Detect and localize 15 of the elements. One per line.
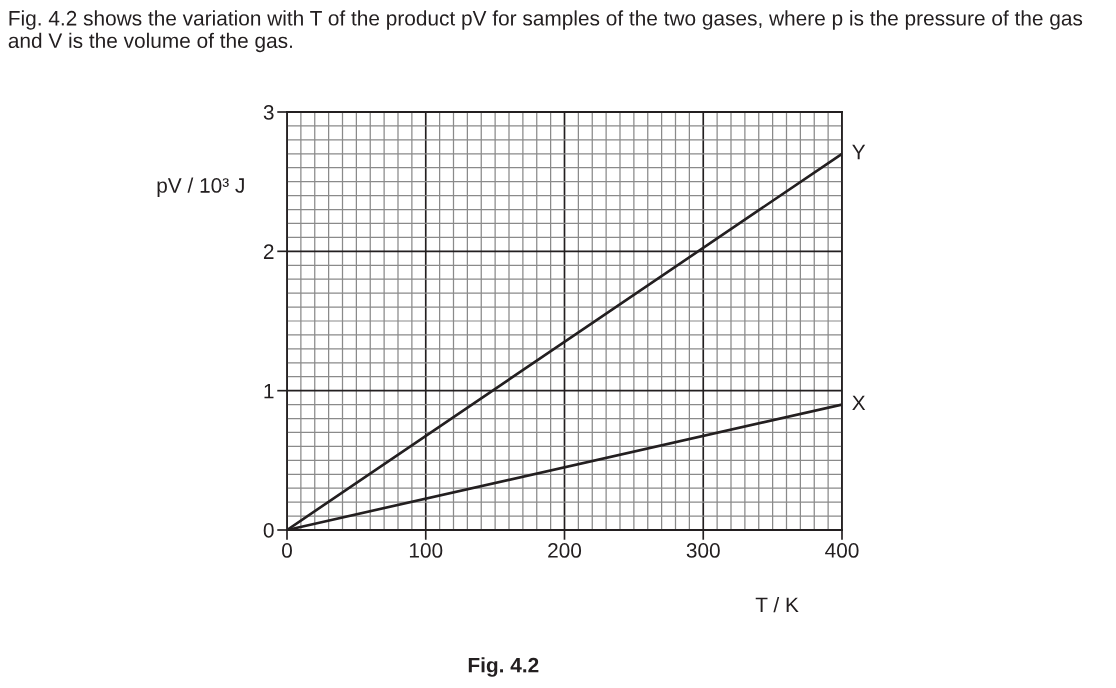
x-tick-label: 400 bbox=[825, 543, 859, 558]
y-tick-label: 1 bbox=[264, 383, 274, 399]
y-tick-label: 0 bbox=[263, 523, 274, 538]
y-tick-label: 3 bbox=[263, 105, 274, 120]
x-axis-title: T / K bbox=[755, 596, 799, 613]
x-tick-label: 300 bbox=[686, 543, 720, 558]
x-tick-label: 0 bbox=[282, 543, 292, 558]
caption: Fig. 4.2 bbox=[468, 657, 539, 677]
x-tick-label: 200 bbox=[548, 543, 582, 558]
series-label: X bbox=[852, 395, 866, 410]
series-label: Y bbox=[852, 144, 866, 160]
x-tick-label: 100 bbox=[409, 543, 443, 558]
chart-title: Fig. 4.2 shows the variation with T of the product pV for samples of the two gases, where p is the pressure of the gas and V is the volume of the gas. bbox=[8, 10, 1083, 53]
y-axis-title: pV / 10³ J bbox=[157, 177, 244, 197]
y-tick-label: 2 bbox=[263, 244, 274, 259]
